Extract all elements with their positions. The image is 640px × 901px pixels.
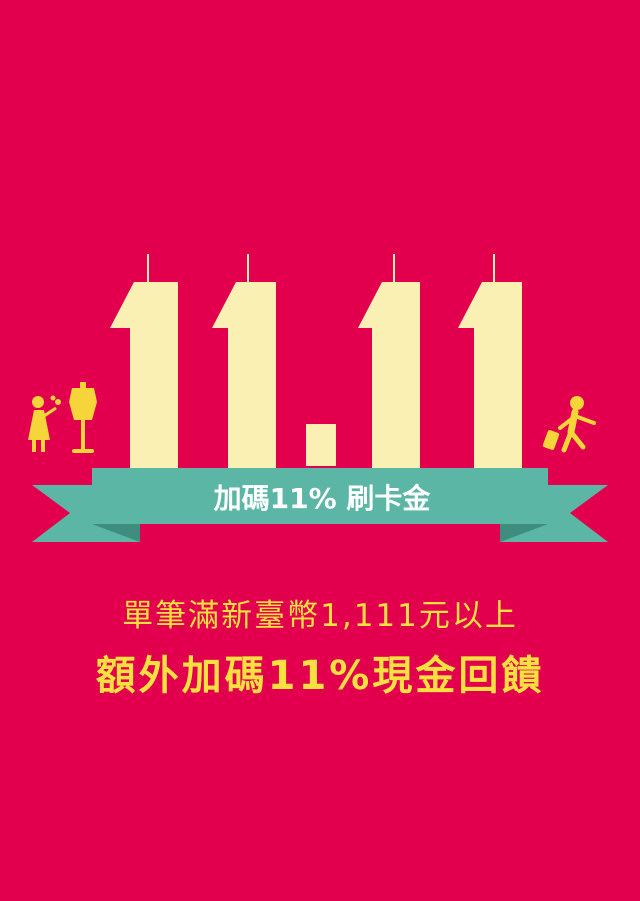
digit-one-1 — [110, 282, 178, 470]
decimal-point — [306, 424, 336, 466]
candle-wicks — [147, 254, 495, 284]
child-with-flower-icon — [28, 395, 61, 452]
digit-one-2 — [212, 282, 276, 470]
ribbon-center — [92, 468, 548, 524]
digit-one-3 — [358, 282, 420, 470]
digit-one-4 — [458, 282, 522, 470]
promo-reward-headline: 額外加碼11%現金回饋 — [95, 653, 545, 699]
big-number-11-11 — [110, 282, 522, 470]
hero-graphic: 加碼11% 刷卡金 — [28, 254, 608, 542]
ribbon-banner — [32, 468, 608, 542]
ribbon-fold-left — [92, 524, 140, 542]
promo-condition-text: 單筆滿新臺幣1,111元以上 — [122, 598, 518, 634]
ribbon-fold-right — [500, 524, 548, 542]
traveler-with-luggage-icon — [542, 396, 596, 453]
ribbon-text: 加碼11% 刷卡金 — [214, 482, 432, 515]
mannequin-icon — [69, 382, 97, 453]
